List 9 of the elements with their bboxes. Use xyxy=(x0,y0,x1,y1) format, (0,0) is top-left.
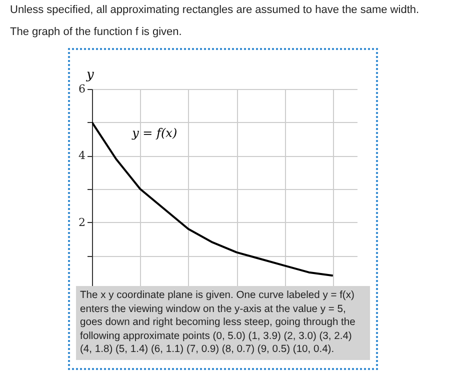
series-label: y = f(x) xyxy=(131,126,178,140)
text: The x y coordinate plane is given. One curve labeled y = f(x) enters the viewing window on the y-axis at the value y = 5, goes down and right becoming less steep, going through the following approximate points (0, 5.0) (1, 3.9) (2, 3.0) (3, 2.4) (4, 1.8) (5, 1.4) (6, 1.1) (7, 0.9) (8, 0.7) (9, 0.5) (10, 0.4). xyxy=(76,286,370,360)
y-tick-label: 6 xyxy=(78,82,86,96)
line-series xyxy=(92,121,334,277)
y-tick-label: 4 xyxy=(78,149,86,162)
chart-title: Unless specified, all approximating rectangles are assumed to have the same width. xyxy=(10,4,420,16)
chart-subtitle: The graph of the function f is given. xyxy=(10,26,182,38)
y-tick-label: 2 xyxy=(78,216,86,229)
y-axis-title: y xyxy=(86,68,94,82)
